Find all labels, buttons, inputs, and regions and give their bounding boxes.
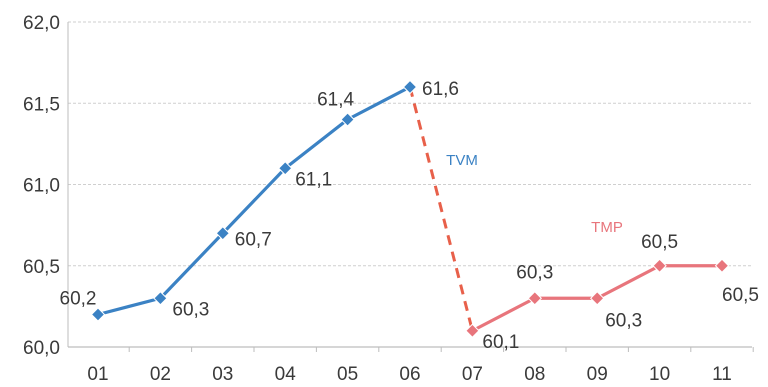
data-label: 60,3: [172, 299, 209, 320]
data-label: 60,1: [482, 332, 519, 353]
x-tick-label: 01: [87, 364, 108, 385]
y-tick-label: 60,5: [23, 257, 60, 278]
data-point-tmp: [465, 323, 480, 338]
y-tick-label: 62,0: [23, 13, 60, 34]
x-tick-label: 11: [712, 364, 732, 385]
x-tick-label: 06: [399, 364, 420, 385]
data-point-tvm: [215, 226, 231, 241]
series-lines: [97, 85, 722, 333]
data-label: 61,4: [317, 90, 354, 111]
axes: [67, 22, 754, 352]
x-tick-label: 10: [649, 364, 670, 385]
data-labels: 60,2 60,3 60,7 61,1 61,4 61,6 60,1 60,3 60,3 60,5…: [60, 79, 759, 353]
data-point-tvm: [402, 79, 418, 95]
x-tick-label: 07: [462, 364, 483, 385]
data-point-tvm: [340, 112, 355, 127]
x-tick-label: 02: [150, 364, 171, 385]
y-tick-label: 60,0: [23, 338, 60, 359]
x-tick-label: 09: [587, 364, 608, 385]
data-point-tvm: [277, 161, 293, 176]
data-point-tmp: [714, 258, 730, 273]
data-label: 61,1: [295, 169, 332, 190]
data-label: 60,2: [60, 289, 97, 310]
data-label: 60,5: [641, 232, 678, 253]
x-tick-label: 05: [337, 364, 358, 385]
series-name-label: TMP: [591, 219, 623, 236]
x-axis-tick-labels: 01 02 03 04 05 06 07 08 09 10 11: [87, 364, 731, 385]
data-markers: [90, 79, 730, 338]
data-label: 61,6: [422, 79, 459, 100]
x-tick-label: 03: [212, 364, 233, 385]
data-label: 60,3: [605, 310, 642, 331]
x-tick-label: 08: [524, 364, 545, 385]
y-tick-label: 61,5: [23, 94, 60, 115]
y-axis-tick-labels: 60,0 60,5 61,0 61,5 62,0: [23, 13, 60, 359]
data-point-tmp: [527, 291, 543, 306]
data-point-tvm: [90, 307, 106, 322]
x-tick-label: 04: [275, 364, 297, 385]
y-tick-label: 61,0: [23, 176, 60, 197]
data-label: 60,5: [722, 285, 759, 306]
dashed-connector-line: [408, 86, 474, 332]
series-name-label: TVM: [446, 152, 478, 169]
data-label: 60,3: [516, 262, 553, 283]
series-line-tvm: [97, 85, 411, 317]
data-point-tvm: [153, 291, 168, 306]
data-point-tmp: [589, 291, 605, 306]
data-label: 60,7: [235, 229, 272, 250]
series-name-labels: TVM TMP: [446, 152, 623, 236]
data-point-tmp: [652, 258, 667, 273]
grid-lines: [68, 21, 752, 267]
series-connector: [408, 86, 474, 332]
